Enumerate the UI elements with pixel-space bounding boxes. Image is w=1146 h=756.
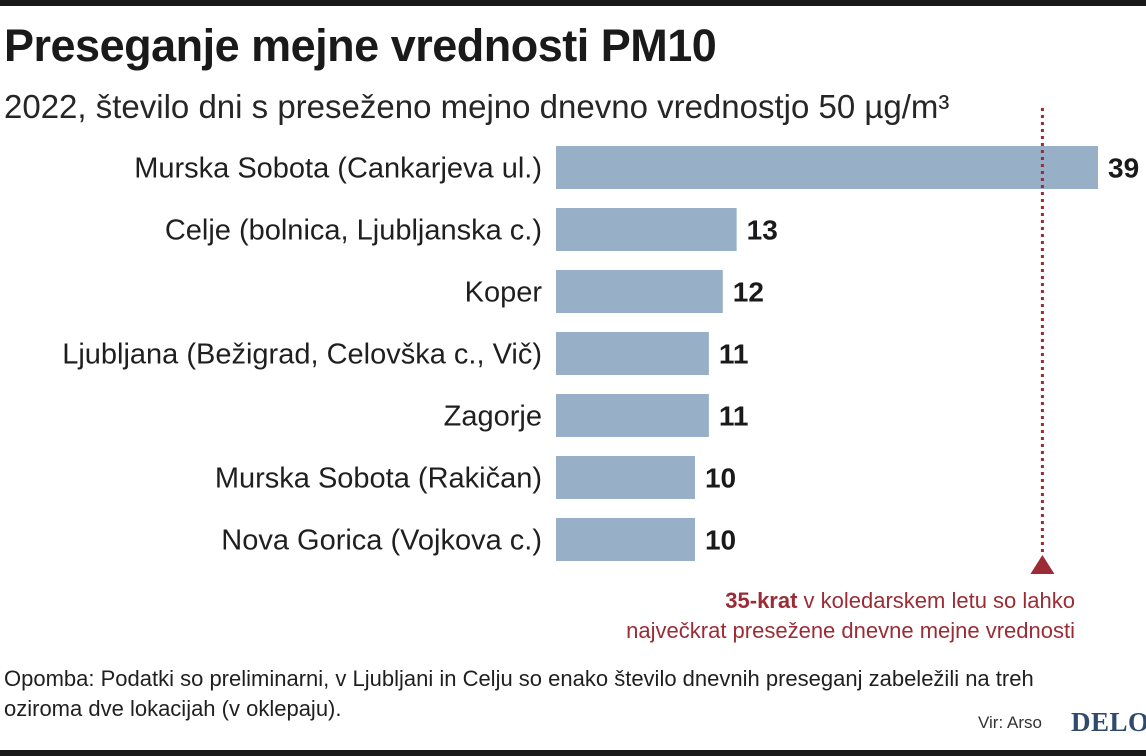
annotation-line-2: največkrat presežene dnevne mejne vredno… [626,618,1075,643]
annotation-line-1-rest: v koledarskem letu so lahko [797,588,1075,613]
value-label: 11 [719,401,749,432]
reference-annotation: 35-krat v koledarskem letu so lahko najv… [626,586,1075,646]
category-label: Celje (bolnica, Ljubljanska c.) [165,215,542,247]
bottom-rule [0,750,1146,756]
bar [556,394,709,437]
annotation-bold: 35-krat [725,588,798,613]
value-label: 10 [705,463,736,494]
top-rule [0,0,1146,6]
chart-subtitle: 2022, število dni s preseženo mejno dnev… [4,88,950,125]
bar [556,332,709,375]
publisher-logo: DELO [1071,707,1146,737]
bar [556,146,1098,189]
chart-title: Preseganje mejne vrednosti PM10 [4,20,717,71]
value-label: 10 [705,525,736,556]
value-label: 11 [719,339,749,370]
source-credit: Vir: Arso [978,713,1042,732]
category-label: Koper [465,277,543,309]
value-label: 12 [733,277,764,308]
bar [556,208,737,251]
category-label: Nova Gorica (Vojkova c.) [221,525,542,557]
bar [556,518,695,561]
bar-chart: Murska Sobota (Cankarjeva ul.) 39 Celje (b… [62,108,1139,574]
value-label: 13 [747,215,778,246]
category-label: Murska Sobota (Cankarjeva ul.) [134,153,542,185]
bar [556,270,723,313]
category-label: Zagorje [444,401,542,433]
category-label: Ljubljana (Bežigrad, Celovška c., Vič) [62,339,542,371]
value-label: 39 [1108,153,1139,184]
reference-arrow [1030,555,1055,574]
annotation-line-1: 35-krat v koledarskem letu so lahko [626,586,1075,616]
bar [556,456,695,499]
footnote: Opomba: Podatki so preliminarni, v Ljubl… [4,666,1034,721]
category-label: Murska Sobota (Rakičan) [215,463,542,495]
